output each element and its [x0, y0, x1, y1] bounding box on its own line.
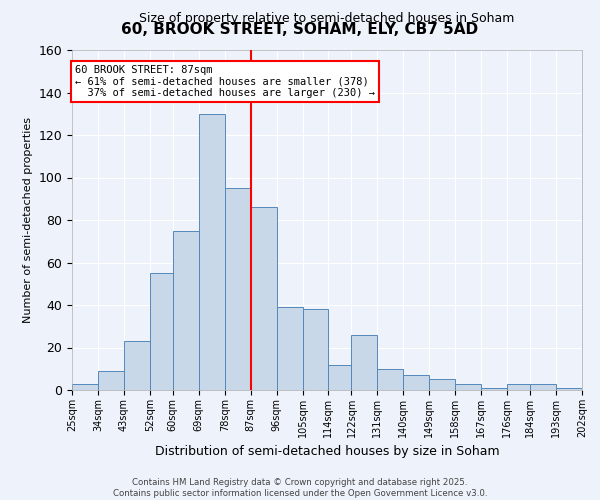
Bar: [150, 273, 173, 390]
Bar: [173, 230, 199, 390]
Bar: [251, 207, 277, 390]
Bar: [481, 388, 507, 390]
Bar: [302, 309, 328, 390]
Bar: [403, 375, 429, 390]
Bar: [352, 335, 377, 390]
Bar: [429, 380, 455, 390]
Title: Size of property relative to semi-detached houses in Soham: Size of property relative to semi-detach…: [139, 12, 515, 25]
Bar: [277, 307, 302, 390]
Text: 60 BROOK STREET: 87sqm
← 61% of semi-detached houses are smaller (378)
  37% of : 60 BROOK STREET: 87sqm ← 61% of semi-det…: [75, 65, 375, 98]
Bar: [556, 388, 582, 390]
Bar: [225, 188, 251, 390]
Text: 60, BROOK STREET, SOHAM, ELY, CB7 5AD: 60, BROOK STREET, SOHAM, ELY, CB7 5AD: [121, 22, 479, 38]
Bar: [328, 364, 352, 390]
Y-axis label: Number of semi-detached properties: Number of semi-detached properties: [23, 117, 33, 323]
X-axis label: Distribution of semi-detached houses by size in Soham: Distribution of semi-detached houses by …: [155, 446, 499, 458]
Bar: [72, 384, 98, 390]
Bar: [507, 384, 530, 390]
Text: Contains HM Land Registry data © Crown copyright and database right 2025.
Contai: Contains HM Land Registry data © Crown c…: [113, 478, 487, 498]
Bar: [377, 369, 403, 390]
Bar: [124, 341, 150, 390]
Bar: [98, 371, 124, 390]
Bar: [455, 384, 481, 390]
Bar: [530, 384, 556, 390]
Bar: [199, 114, 225, 390]
